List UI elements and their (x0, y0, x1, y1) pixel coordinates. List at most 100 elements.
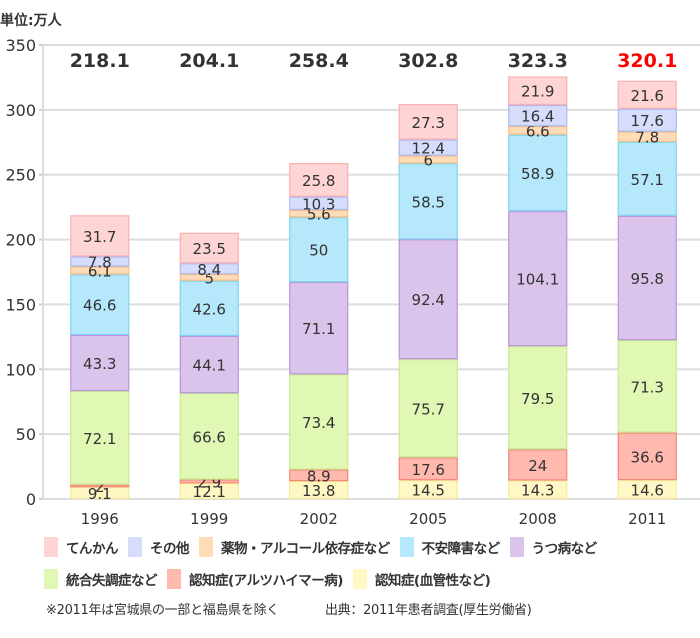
bar-segment (508, 346, 568, 450)
legend-swatch (399, 537, 414, 557)
legend-row-1: てんかん その他 薬物・アルコール依存症など 不安障害など うつ病など (44, 537, 684, 557)
bar-segment (289, 480, 349, 500)
exclusion-note: ※2011年は宮城県の一部と福島県を除く (46, 603, 279, 618)
segment-value-label: 8.9 (307, 467, 331, 485)
segment-value-label: 24 (528, 457, 547, 475)
legend-label: その他 (150, 541, 190, 557)
segment-value-label: 12.1 (193, 483, 226, 501)
segment-value-label: 71.3 (631, 378, 664, 396)
bar-segment (398, 163, 458, 240)
total-label: 218.1 (70, 50, 130, 72)
segment-value-label: 5.6 (307, 206, 331, 224)
bar-segment (508, 134, 568, 212)
legend-item-schizophrenia: 統合失調症など (44, 569, 158, 589)
x-tick-label: 2008 (519, 510, 557, 528)
segment-value-label: 36.6 (631, 448, 664, 466)
bar-segment (179, 274, 239, 281)
bar-segment (398, 457, 458, 481)
segment-value-label: 5 (204, 269, 214, 287)
total-label: 302.8 (398, 50, 458, 72)
y-tick-label: 250 (5, 166, 36, 185)
bar-segment (617, 108, 677, 132)
x-tick-label: 2002 (300, 510, 338, 528)
bar-segment (70, 266, 130, 275)
legend-row-2: 統合失調症など 認知症(アルツハイマー病) 認知症(血管性など) (44, 569, 684, 589)
x-tick-label: 2005 (409, 510, 447, 528)
total-label: 320.1 (617, 50, 677, 72)
bar-segment (617, 131, 677, 142)
segment-value-label: 44.1 (193, 357, 226, 375)
segment-value-label: 9.1 (88, 485, 112, 503)
bar-segment (179, 393, 239, 480)
bar-segment (179, 479, 239, 484)
bar-segment (289, 469, 349, 482)
segment-value-label: 27.3 (412, 114, 445, 132)
legend-item-substance: 薬物・アルコール依存症など (199, 537, 390, 557)
segment-value-label: 12.4 (412, 140, 445, 158)
bar-segment (398, 480, 458, 500)
bar-segment (179, 232, 239, 264)
segment-value-label: 6 (423, 152, 433, 170)
legend-swatch (352, 569, 367, 589)
total-label: 204.1 (179, 50, 239, 72)
bar-segment (70, 215, 130, 257)
bar-segment (70, 487, 130, 500)
bar-segment (617, 479, 677, 500)
segment-value-label: 95.8 (631, 270, 664, 288)
legend-swatch (167, 569, 181, 589)
segment-value-label: 43.3 (83, 355, 116, 373)
y-tick-label: 350 (5, 36, 36, 55)
legend-label: 認知症(アルツハイマー病) (189, 573, 343, 589)
footnotes: ※2011年は宮城県の一部と福島県を除く 出典：2011年患者調査(厚生労働省) (46, 599, 532, 618)
bar-segment (398, 239, 458, 360)
bar-segment (508, 449, 568, 481)
segment-value-label: 8.4 (197, 261, 221, 279)
bar-segment (617, 340, 677, 433)
bar-segment (179, 280, 239, 337)
segment-value-label: 23.5 (193, 240, 226, 258)
segment-value-label: 6.6 (526, 122, 550, 140)
segment-value-label: 6.1 (88, 263, 112, 281)
segment-value-label: 14.6 (631, 482, 664, 500)
bar-segment (617, 432, 677, 481)
bar-segment (398, 155, 458, 164)
bar-segment (289, 196, 349, 211)
bar-segment (617, 141, 677, 216)
bar-segment (289, 374, 349, 470)
total-label: 323.3 (508, 50, 568, 72)
bar-segment (398, 104, 458, 140)
segment-value-label: 7.8 (88, 253, 112, 271)
bar-segment (179, 335, 239, 394)
legend-item-anxiety: 不安障害など (399, 537, 501, 557)
bar-segment (617, 215, 677, 341)
segment-value-label: 21.6 (631, 87, 664, 105)
legend-label: 薬物・アルコール依存症など (221, 541, 390, 557)
bar-segment (289, 209, 349, 218)
legend-label: てんかん (66, 541, 119, 557)
segment-value-label: 17.6 (631, 112, 664, 130)
segment-value-label: 10.3 (302, 195, 335, 213)
bar-segment (70, 274, 130, 336)
y-tick-label: 50 (16, 425, 36, 444)
stacked-bar-chart: 0501001502002503003509.1272.143.346.66.1… (5, 36, 700, 528)
bar-segment (70, 484, 130, 488)
segment-value-label: 25.8 (302, 172, 335, 190)
bar-segment (179, 263, 239, 275)
legend-label: 不安障害など (421, 541, 501, 557)
legend-swatch (509, 537, 524, 557)
unit-label: 単位:万人 (0, 13, 62, 29)
legend-item-alzheimers: 認知症(アルツハイマー病) (167, 569, 343, 589)
segment-value-label: 31.7 (83, 228, 116, 246)
bar-segment (179, 483, 239, 500)
segment-value-label: 57.1 (631, 171, 664, 189)
segment-value-label: 50 (309, 242, 328, 260)
legend-item-epilepsy: てんかん (44, 537, 119, 557)
segment-value-label: 66.6 (193, 428, 226, 446)
legend-label: うつ病など (531, 541, 598, 557)
y-tick-label: 100 (5, 360, 36, 379)
segment-value-label: 58.5 (412, 193, 445, 211)
legend-swatch (128, 537, 142, 557)
segment-value-label: 16.4 (521, 108, 554, 126)
bar-segment (70, 256, 130, 267)
bar-segment (70, 334, 130, 392)
